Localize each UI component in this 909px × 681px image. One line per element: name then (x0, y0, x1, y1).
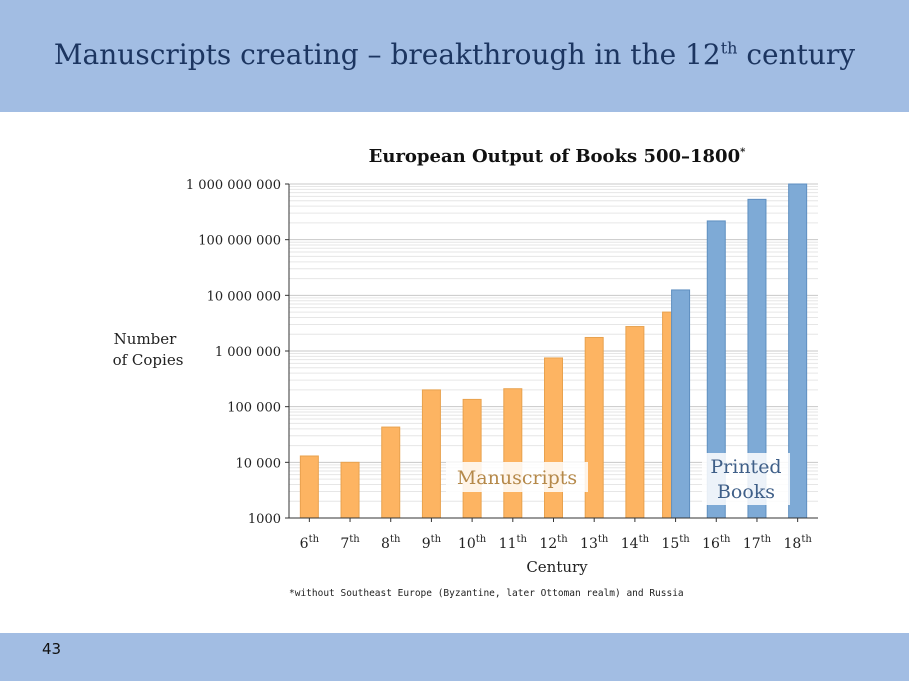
y-tick-label: 10 000 000 (207, 289, 281, 304)
bar-manuscripts (625, 326, 645, 519)
x-tick-label: 13th (580, 534, 609, 552)
x-tick-label: 11th (499, 534, 528, 552)
bar-manuscripts (503, 388, 523, 519)
x-tick-label: 6th (300, 534, 320, 552)
manuscripts-label: Manuscripts (457, 467, 577, 489)
x-tick-label: 10th (458, 534, 487, 552)
y-tick-label: 1 000 000 000 (186, 178, 281, 193)
y-tick-label: 1 000 000 (215, 345, 281, 360)
x-axis-ticks: 6th 7th 8th 9th 10th 11th 12th 13th 14th 15th 16th… (300, 518, 813, 552)
slide-footer (0, 633, 909, 681)
y-tick-label: 100 000 000 (198, 234, 281, 249)
y-tick-label: 10 000 (236, 456, 282, 471)
bar-manuscripts (381, 426, 401, 519)
bar-manuscripts (544, 357, 563, 519)
y-tick-label: 100 000 (227, 401, 281, 416)
x-tick-label: 9th (422, 534, 442, 552)
x-tick-label: 16th (702, 534, 731, 552)
y-tick-label: 1000 (248, 512, 281, 527)
manuscripts-label-bg (446, 462, 588, 492)
x-tick-label: 7th (340, 534, 360, 552)
slide-header (0, 0, 909, 112)
bar-manuscripts (299, 455, 319, 519)
slide-title: Manuscripts creating – breakthrough in t… (53, 38, 856, 71)
printed-books-label-bg (702, 453, 790, 505)
y-axis-ticks: 1 000 000 000 100 000 000 10 000 000 1 000 … (186, 178, 289, 527)
chart-footnote: *without Southeast Europe (Byzantine, la… (289, 588, 684, 599)
page-number: 43 (42, 640, 62, 658)
x-tick-label: 8th (381, 534, 401, 552)
bar-manuscripts (421, 389, 441, 519)
chart-title: European Output of Books 500–1800* (369, 146, 746, 167)
bar-printed-books (671, 289, 691, 519)
bar-printed-books (788, 183, 808, 519)
bar-manuscripts (462, 398, 482, 519)
printed-books-label: Printed Books (710, 456, 781, 503)
x-tick-label: 12th (539, 534, 568, 552)
x-tick-label: 18th (784, 534, 813, 552)
x-axis-label: Century (526, 558, 588, 576)
x-tick-label: 17th (743, 534, 772, 552)
x-tick-label: 15th (661, 534, 690, 552)
y-axis-label: Number of Copies (113, 330, 184, 369)
x-tick-label: 14th (621, 534, 650, 552)
bar-manuscripts (340, 461, 360, 519)
